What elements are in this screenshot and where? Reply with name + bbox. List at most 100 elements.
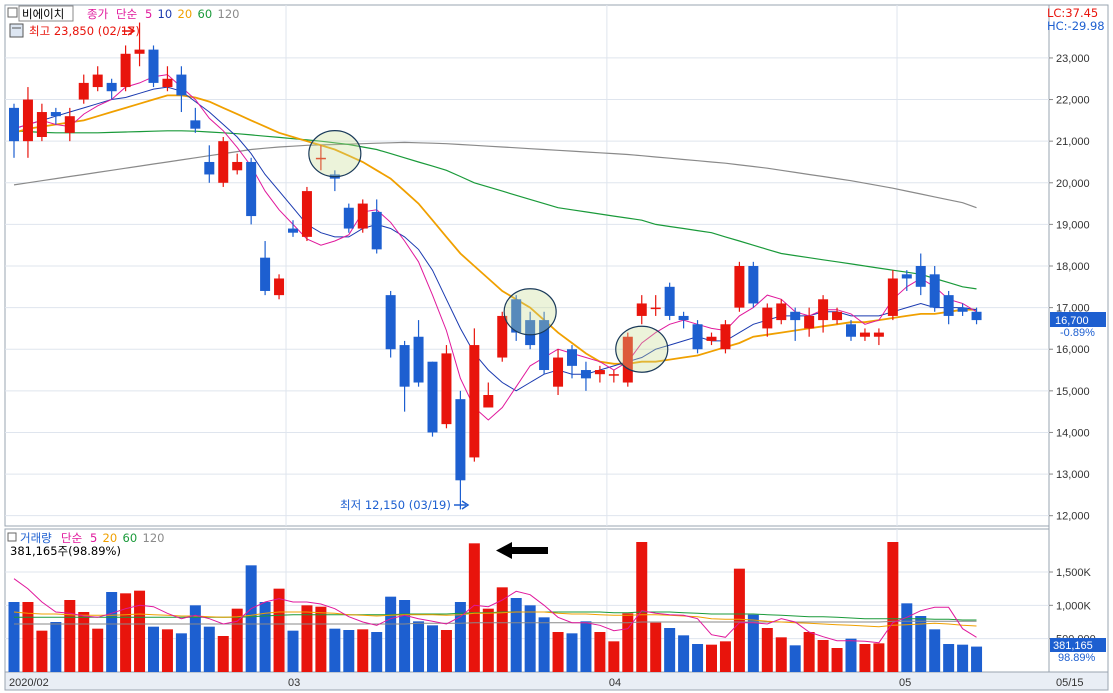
volume-ma120-line xyxy=(14,620,977,625)
volume-bar xyxy=(189,605,201,672)
volume-legend-item: 20 xyxy=(103,531,118,545)
price-tick-label: 12,000 xyxy=(1056,511,1090,523)
candle-body xyxy=(832,311,843,321)
candle-body xyxy=(148,49,159,83)
price-tick-label: 17,000 xyxy=(1056,303,1090,315)
candle-body xyxy=(511,299,522,333)
low-label: 최저 12,150 (03/19) xyxy=(340,498,451,512)
calendar-icon[interactable] xyxy=(9,23,24,38)
volume-bar xyxy=(733,568,745,672)
volume-bar xyxy=(636,542,648,672)
volume-bar xyxy=(440,630,452,672)
x-tick-label: 04 xyxy=(609,677,621,689)
price-tick-label: 15,000 xyxy=(1056,386,1090,398)
volume-bar xyxy=(92,628,104,672)
volume-bar xyxy=(510,598,522,672)
candle-body xyxy=(50,112,61,117)
hc-value: HC:-29.98 xyxy=(1047,19,1105,33)
volume-bar xyxy=(608,641,620,672)
volume-bar xyxy=(817,640,829,672)
volume-bar xyxy=(692,644,704,672)
volume-bar xyxy=(622,613,634,672)
stock-name-box[interactable] xyxy=(18,5,74,22)
volume-tick-label: 1,500K xyxy=(1056,567,1092,579)
volume-bar xyxy=(594,632,606,672)
volume-bar xyxy=(971,646,983,672)
volume-bar xyxy=(650,622,662,672)
x-axis-area xyxy=(4,671,1109,691)
volume-bar xyxy=(245,565,257,672)
y-axis-area xyxy=(1048,4,1109,673)
volume-bar xyxy=(887,542,899,672)
price-ma5-line xyxy=(13,74,977,421)
volume-bar xyxy=(831,648,843,672)
volume-bar xyxy=(775,637,787,672)
price-legend-item: 120 xyxy=(218,7,240,21)
candle-body xyxy=(873,332,884,337)
candle-body xyxy=(427,361,438,433)
volume-bar xyxy=(706,644,717,672)
volume-legend-item: 60 xyxy=(123,531,138,545)
volume-arrow-icon xyxy=(496,542,548,559)
candle-body xyxy=(706,336,717,341)
highlight-circle xyxy=(615,325,669,373)
volume-bar xyxy=(343,630,355,672)
volume-ma5-line xyxy=(13,578,977,644)
volume-bar xyxy=(50,622,62,672)
volume-legend-item: 거래량 xyxy=(20,531,52,545)
candle-body xyxy=(92,74,103,88)
current-price: 16,700 xyxy=(1055,315,1089,327)
price-ma10-line xyxy=(13,86,977,392)
volume-bar xyxy=(371,632,383,672)
stock-name: 비에이치 xyxy=(22,7,64,21)
panel-toggle-icon[interactable] xyxy=(7,7,18,18)
candle-body xyxy=(106,82,117,92)
x-tick-label: 05 xyxy=(899,677,911,689)
price-tick-label: 14,000 xyxy=(1056,427,1090,439)
candle-body xyxy=(371,211,382,250)
candle-body xyxy=(162,78,173,88)
volume-bar xyxy=(161,629,173,672)
candle-body xyxy=(357,203,368,229)
candle-body xyxy=(232,161,243,171)
candle-body xyxy=(608,374,619,376)
current-price-pct: -0.89% xyxy=(1060,327,1095,339)
candle-body xyxy=(539,320,550,371)
candle-body xyxy=(846,324,856,337)
current-volume-pct: 98.89% xyxy=(1058,652,1096,664)
price-tick-label: 21,000 xyxy=(1056,136,1090,148)
volume-bar xyxy=(761,628,773,672)
volume-bar xyxy=(859,644,871,672)
candle-body xyxy=(274,278,285,296)
volume-bar xyxy=(413,621,425,672)
volume-bar xyxy=(175,633,187,672)
current-volume-box: 381,165 98.89% xyxy=(1050,638,1106,664)
volume-bar xyxy=(524,605,536,672)
candle-body xyxy=(734,266,745,308)
price-tick-label: 23,000 xyxy=(1056,53,1090,65)
volume-bar xyxy=(873,643,885,672)
price-ma120-line xyxy=(13,141,977,209)
price-legend: 종가 단순 5 10 20 60 120 xyxy=(87,7,239,21)
candle-body xyxy=(22,99,33,142)
candle-body xyxy=(650,307,661,310)
price-legend-item: 60 xyxy=(198,7,213,21)
candle-body xyxy=(957,307,968,312)
price-legend-item: 단순 xyxy=(116,7,137,21)
volume-bar xyxy=(385,596,397,672)
high-annotation: 최고 23,850 (02/17) xyxy=(9,23,140,38)
candle-body xyxy=(301,191,312,237)
volume-bar xyxy=(454,602,466,672)
volume-bar xyxy=(106,592,118,672)
candle-body xyxy=(776,303,787,321)
candle-body xyxy=(455,399,466,481)
volume-toggle-icon[interactable] xyxy=(7,532,17,542)
candle-body xyxy=(748,266,759,304)
volume-bar xyxy=(901,603,913,672)
candle-body xyxy=(134,49,145,54)
candle-body xyxy=(762,307,773,329)
price-legend-item: 20 xyxy=(178,7,193,21)
price-tick-label: 19,000 xyxy=(1056,219,1090,231)
current-volume: 381,165 xyxy=(1053,640,1093,652)
